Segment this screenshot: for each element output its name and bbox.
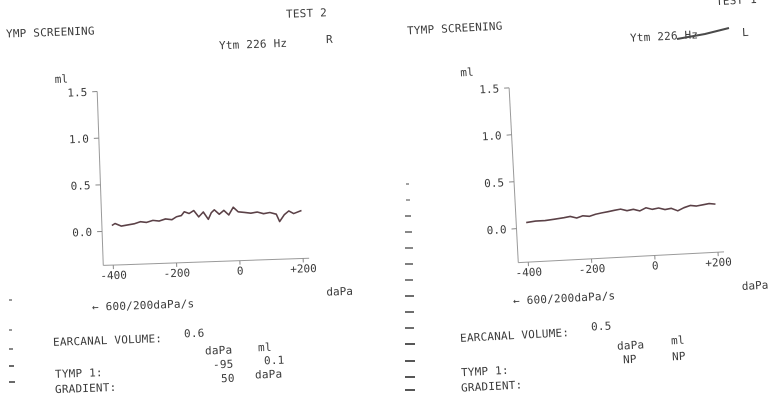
x-tick-label: 0 bbox=[237, 265, 244, 278]
left-arrow-icon: ← bbox=[512, 294, 521, 308]
x-tick-label: +200 bbox=[705, 255, 732, 269]
header-ml: ml bbox=[257, 340, 272, 355]
strikethrough-mark bbox=[676, 27, 730, 40]
x-axis-line bbox=[103, 257, 310, 266]
y-tick-label: 0.5 bbox=[70, 179, 90, 193]
header-ml: ml bbox=[670, 333, 685, 348]
right-ear-printout: YMP SCREENING TEST 2 Ytm 226 Hz R 1.5 1.0… bbox=[0, 0, 384, 395]
x-axis-label: daPa bbox=[741, 279, 768, 293]
left-arrow-icon: ← bbox=[91, 300, 100, 314]
y-tick-label: 0.5 bbox=[484, 176, 505, 190]
header-dapa: daPa bbox=[616, 338, 645, 353]
tymp-compliance: 0.1 bbox=[263, 353, 285, 368]
header-dapa: daPa bbox=[204, 343, 233, 358]
left-ear-printout: TYMP SCREENING TEST 1 Ytm 226 Hz L 1.5 1.… bbox=[385, 0, 769, 395]
y-tick-label: 1.0 bbox=[481, 129, 502, 143]
y-tick-label: 1.5 bbox=[67, 86, 87, 100]
gradient-value: 50 bbox=[220, 371, 235, 386]
compliance-trace bbox=[526, 202, 716, 224]
tympanogram-chart: 1.5 1.0 0.5 0.0 -400 -200 0 +200 ml daPa bbox=[460, 66, 769, 293]
y-axis-label: ml bbox=[55, 73, 69, 86]
perforation-marks bbox=[405, 183, 415, 391]
tymp-pressure: NP bbox=[622, 352, 637, 367]
y-tick-label: 1.5 bbox=[479, 82, 500, 96]
earcanal-volume-value: 0.5 bbox=[590, 319, 612, 334]
tymp-compliance: NP bbox=[671, 349, 686, 364]
x-axis-line bbox=[518, 251, 725, 264]
x-tick-label: -200 bbox=[578, 262, 605, 276]
y-axis-label: ml bbox=[460, 66, 474, 80]
x-tick-label: -400 bbox=[100, 269, 127, 283]
tympanogram-chart: 1.5 1.0 0.5 0.0 -400 -200 0 +200 ml daPa bbox=[55, 73, 354, 299]
x-axis-label: daPa bbox=[326, 285, 353, 299]
y-tick-label: 0.0 bbox=[486, 223, 507, 237]
earcanal-volume-value: 0.6 bbox=[183, 326, 205, 341]
gradient-label: GRADIENT: bbox=[54, 380, 117, 395]
x-tick-label: +200 bbox=[290, 262, 317, 276]
tymp-label: TYMP 1: bbox=[54, 366, 103, 381]
y-axis-line bbox=[96, 91, 104, 266]
axis-ticks bbox=[92, 91, 304, 270]
y-tick-label: 0.0 bbox=[72, 226, 92, 240]
x-tick-label: -200 bbox=[163, 266, 190, 280]
y-tick-label: 1.0 bbox=[69, 133, 89, 147]
perforation-marks bbox=[9, 299, 15, 383]
gradient-unit: daPa bbox=[254, 367, 283, 382]
x-axis bbox=[96, 91, 310, 266]
tymp-label: TYMP 1: bbox=[460, 363, 510, 380]
compliance-trace bbox=[111, 206, 302, 227]
x-tick-label: 0 bbox=[652, 259, 659, 272]
x-tick-label: -400 bbox=[515, 265, 542, 279]
tymp-pressure: -95 bbox=[212, 357, 234, 372]
y-axis-line bbox=[508, 87, 519, 263]
